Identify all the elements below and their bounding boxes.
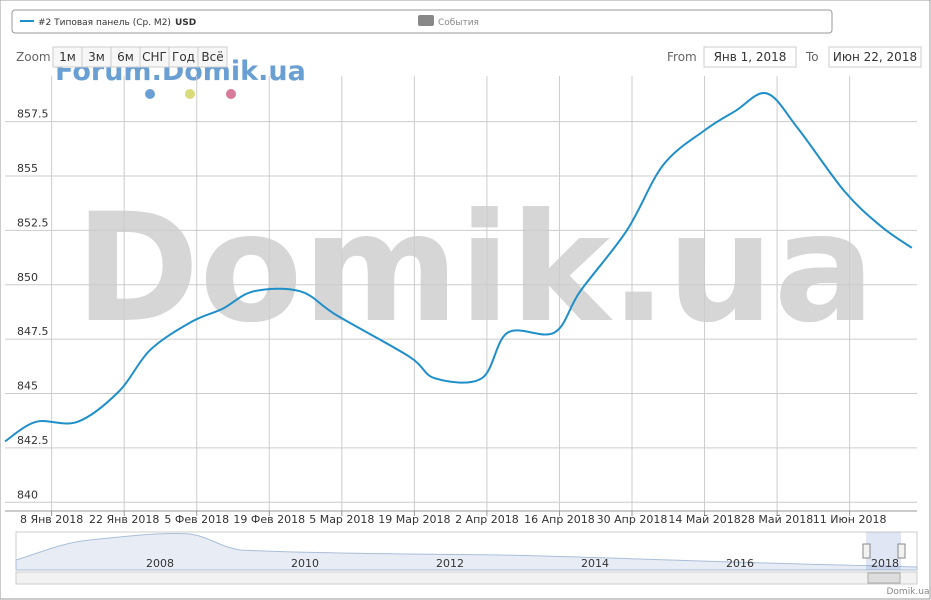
legend-unit: USD	[175, 18, 196, 28]
dot	[145, 89, 155, 99]
navigator-series	[15, 532, 918, 571]
y-tick-label: 845	[17, 380, 38, 393]
watermark: Domik.ua	[75, 182, 875, 356]
zoom-button[interactable]	[197, 46, 228, 68]
events-label[interactable]: События	[438, 18, 479, 28]
y-tick-label: 852.5	[17, 216, 49, 229]
x-tick-label: 30 Апр 2018	[597, 513, 668, 526]
scrollbar-thumb[interactable]	[867, 572, 901, 584]
zoom-button-label: СНГ	[142, 50, 167, 64]
series-line	[4, 92, 913, 443]
y-tick-label: 850	[17, 271, 38, 284]
y-tick-label: 855	[17, 162, 38, 175]
x-tick-label: 19 Фев 2018	[233, 513, 305, 526]
zoom-button-label: 1м	[59, 50, 76, 64]
navigator-year: 2016	[726, 557, 754, 570]
navigator-year: 2010	[291, 557, 319, 570]
x-tick-label: 5 Фев 2018	[164, 513, 229, 526]
to-input[interactable]	[828, 46, 922, 68]
navigator-year: 2014	[581, 557, 609, 570]
zoom-button-label: 6м	[117, 50, 134, 64]
navigator-handle[interactable]	[862, 543, 871, 559]
zoom-label: Zoom	[16, 50, 51, 64]
from-value[interactable]: Янв 1, 2018	[714, 50, 787, 64]
navigator-mask[interactable]	[866, 532, 901, 570]
from-input[interactable]	[703, 46, 797, 68]
y-tick-label: 857.5	[17, 108, 49, 121]
legend-label[interactable]: #2 Типовая панель (Ср. М2)	[38, 18, 171, 28]
zoom-button-label: Всё	[201, 50, 223, 64]
x-tick-label: 14 Май 2018	[668, 513, 740, 526]
x-tick-label: 28 Май 2018	[741, 513, 813, 526]
navigator-year: 2018	[871, 557, 899, 570]
x-tick-label: 2 Апр 2018	[455, 513, 519, 526]
x-tick-label: 11 Июн 2018	[813, 513, 887, 526]
y-tick-label: 847.5	[17, 325, 49, 338]
events-swatch[interactable]	[418, 15, 434, 26]
zoom-button-label: 3м	[88, 50, 105, 64]
x-tick-label: 22 Янв 2018	[89, 513, 159, 526]
credits[interactable]: Domik.ua	[887, 587, 930, 597]
dot	[226, 89, 236, 99]
navigator-year: 2008	[146, 557, 174, 570]
x-tick-label: 8 Янв 2018	[20, 513, 83, 526]
to-label: To	[805, 50, 819, 64]
scrollbar[interactable]	[15, 571, 918, 585]
from-label: From	[667, 50, 697, 64]
navigator-year: 2012	[436, 557, 464, 570]
zoom-button-label: Год	[172, 50, 195, 64]
y-tick-label: 840	[17, 488, 38, 501]
navigator-handle[interactable]	[897, 543, 906, 559]
to-value[interactable]: Июн 22, 2018	[833, 50, 917, 64]
x-tick-label: 5 Мар 2018	[309, 513, 374, 526]
y-tick-label: 842.5	[17, 434, 49, 447]
x-tick-label: 16 Апр 2018	[524, 513, 595, 526]
x-tick-label: 19 Мар 2018	[378, 513, 450, 526]
dot	[185, 89, 195, 99]
